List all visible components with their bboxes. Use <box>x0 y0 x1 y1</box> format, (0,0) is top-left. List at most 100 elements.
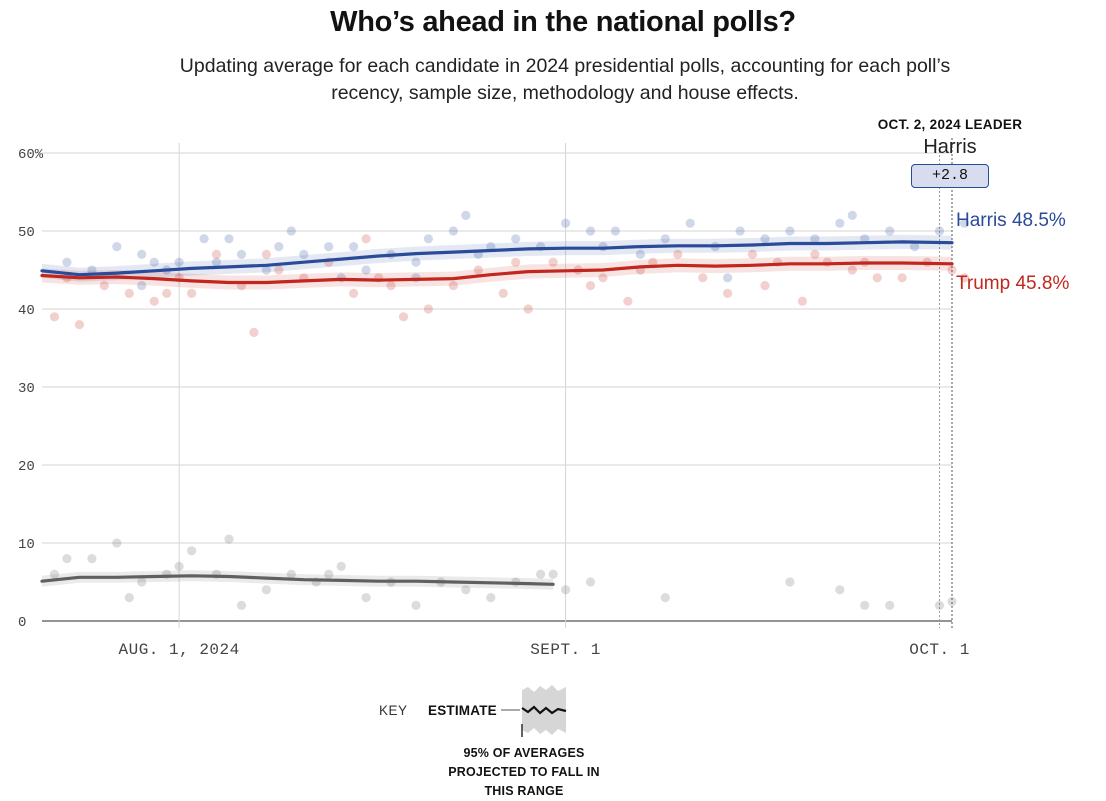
poll-dot <box>947 265 957 275</box>
poll-dot <box>635 249 646 259</box>
poll-dot <box>324 569 334 579</box>
poll-dot <box>810 234 820 244</box>
poll-dot <box>561 585 571 595</box>
poll-dot <box>735 226 745 236</box>
poll-dot <box>536 569 546 579</box>
poll-dot <box>361 265 371 275</box>
leader-heading: OCT. 2, 2024 LEADER <box>877 117 1023 132</box>
poll-dot <box>785 577 795 587</box>
poll-dot <box>236 249 247 259</box>
poll-dot <box>660 593 670 603</box>
poll-dot <box>187 546 197 556</box>
poll-dot <box>224 534 234 544</box>
average-line <box>40 574 555 586</box>
poll-dot <box>411 257 421 267</box>
poll-dot <box>959 273 970 283</box>
poll-dot <box>187 288 197 298</box>
poll-dot <box>286 226 296 236</box>
poll-dot <box>361 593 371 603</box>
leader-margin-badge: +2.8 <box>911 164 989 188</box>
poll-dot <box>398 312 409 322</box>
poll-dot <box>349 288 359 298</box>
chart-subtitle: Updating average for each candidate in 2… <box>179 55 951 104</box>
poll-dot <box>386 281 396 291</box>
poll-dot <box>585 281 596 291</box>
poll-dot <box>934 226 945 236</box>
poll-dot <box>174 257 184 267</box>
poll-dot <box>423 234 433 244</box>
poll-dot <box>274 265 284 275</box>
band-layer <box>42 234 952 590</box>
y-tick-label: 0 <box>18 615 26 631</box>
poll-dot <box>473 265 483 275</box>
poll-dot <box>947 596 957 607</box>
y-tick-label: 30 <box>18 381 35 397</box>
poll-dot <box>286 569 296 579</box>
poll-dot <box>74 320 84 330</box>
poll-dot <box>598 273 608 283</box>
poll-dot <box>610 226 621 236</box>
poll-dot <box>211 249 222 259</box>
poll-dot <box>349 242 359 252</box>
poll-dot <box>747 249 758 259</box>
average-line <box>40 240 954 277</box>
harris-end-label: Harris 48.5% <box>956 210 1066 231</box>
poll-dot <box>498 288 508 298</box>
poll-dot <box>149 296 159 306</box>
key-layer <box>501 685 567 737</box>
poll-dot <box>87 265 97 275</box>
poll-dot <box>673 249 683 259</box>
x-tick-label: AUG. 1, 2024 <box>119 641 240 659</box>
poll-dot <box>934 600 945 611</box>
poll-dot <box>760 234 770 244</box>
poll-dot <box>174 561 184 572</box>
poll-dot <box>723 273 733 283</box>
poll-dot <box>872 273 882 283</box>
poll-dot <box>910 242 920 252</box>
poll-dot <box>199 234 209 244</box>
poll-dot <box>648 257 658 267</box>
poll-dot <box>361 234 371 244</box>
poll-dot <box>423 304 433 314</box>
poll-dot <box>448 226 458 236</box>
poll-dot <box>224 234 234 244</box>
poll-dot <box>112 538 122 548</box>
axis-layer: 60% 50 40 30 20 10 0 AUG. 1, 2024 SEPT. 1 OCT. 1 <box>18 147 970 659</box>
poll-dot <box>261 585 271 595</box>
trump-end-label: Trump 45.8% <box>956 273 1070 294</box>
y-tick-label: 40 <box>18 303 35 319</box>
poll-dot <box>162 288 172 298</box>
poll-dot <box>461 210 471 220</box>
key-range-note: 95% OF AVERAGES PROJECTED TO FALL IN THI… <box>448 746 600 798</box>
poll-dot <box>62 257 72 267</box>
x-tick-label: SEPT. 1 <box>530 641 601 659</box>
poll-dot <box>236 600 247 611</box>
x-tick-label: OCT. 1 <box>909 641 970 659</box>
poll-dot <box>336 561 346 572</box>
poll-dot <box>797 296 808 306</box>
line-layer <box>40 240 954 586</box>
poll-dot <box>486 593 496 603</box>
poll-dot <box>885 600 895 611</box>
poll-dot <box>511 257 521 267</box>
key-label: KEY <box>379 703 408 718</box>
poll-dot <box>411 600 421 611</box>
poll-dot <box>137 249 147 259</box>
leader-name: Harris <box>923 136 977 158</box>
poll-dot <box>847 265 857 275</box>
poll-dot <box>885 226 895 236</box>
poll-dot <box>274 242 284 252</box>
poll-dot <box>112 242 122 252</box>
poll-dot <box>835 585 845 595</box>
poll-dot <box>461 585 471 595</box>
poll-dot <box>561 218 571 228</box>
key-estimate-line <box>521 705 567 715</box>
poll-dot <box>124 593 134 603</box>
poll-dot <box>137 577 147 587</box>
poll-dot <box>49 312 60 322</box>
poll-dot <box>785 226 795 236</box>
poll-dot <box>523 304 533 314</box>
poll-dot <box>299 249 309 259</box>
poll-dot <box>62 554 72 564</box>
